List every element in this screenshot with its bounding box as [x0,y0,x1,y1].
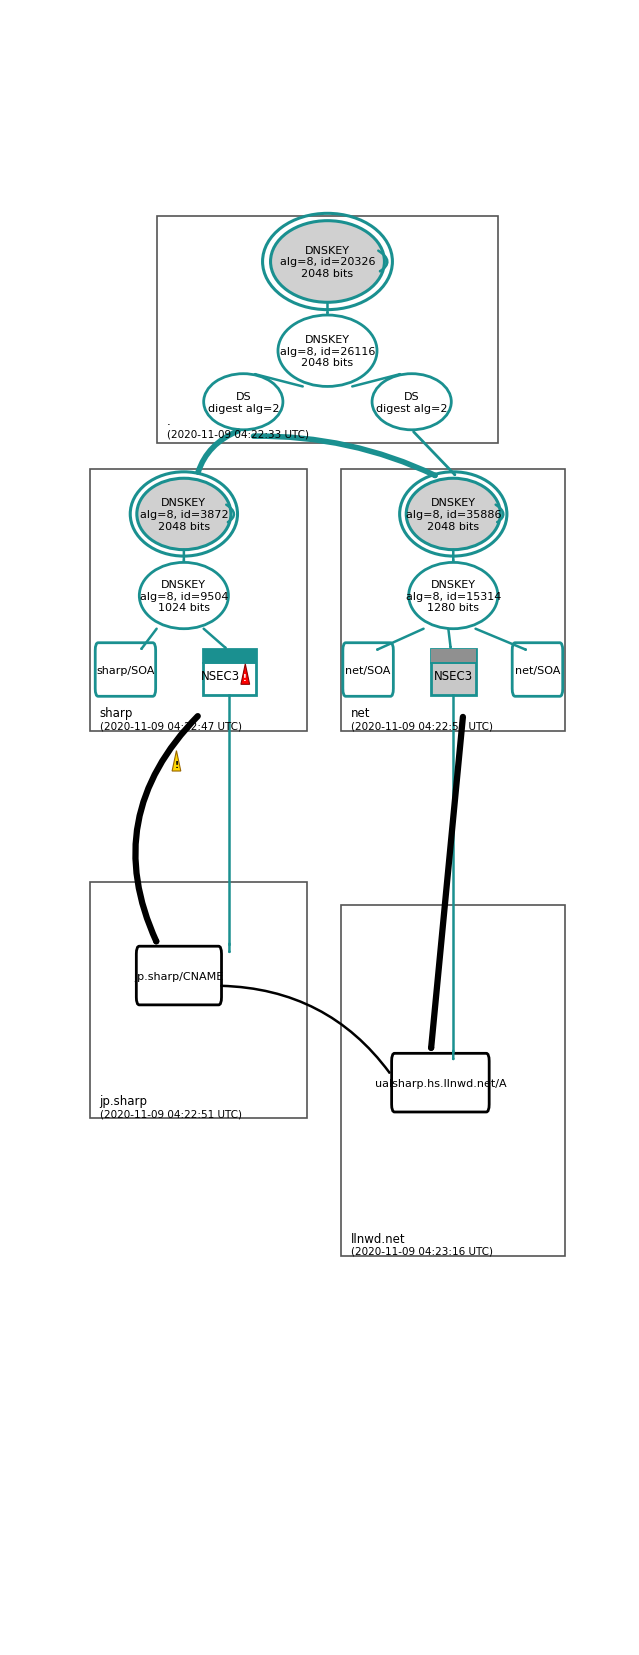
Ellipse shape [139,563,229,629]
FancyBboxPatch shape [431,650,475,664]
Text: sharp/SOA: sharp/SOA [96,665,155,675]
Text: net/SOA: net/SOA [346,665,391,675]
Text: DNSKEY
alg=8, id=3872
2048 bits: DNSKEY alg=8, id=3872 2048 bits [139,498,228,531]
FancyBboxPatch shape [431,650,475,695]
FancyArrowPatch shape [378,252,387,271]
Text: NSEC3: NSEC3 [201,670,240,684]
Text: jp.sharp: jp.sharp [100,1094,148,1107]
Ellipse shape [270,222,385,303]
FancyBboxPatch shape [341,470,566,732]
Text: (2020-11-09 04:22:33 UTC): (2020-11-09 04:22:33 UTC) [167,429,309,439]
FancyBboxPatch shape [89,470,307,732]
FancyArrowPatch shape [221,986,389,1072]
Text: DNSKEY
alg=8, id=35886
2048 bits: DNSKEY alg=8, id=35886 2048 bits [406,498,501,531]
FancyBboxPatch shape [95,644,156,697]
FancyArrowPatch shape [431,718,463,1048]
FancyBboxPatch shape [203,650,256,695]
Ellipse shape [278,316,377,387]
Text: !: ! [243,674,247,682]
Text: DNSKEY
alg=8, id=26116
2048 bits: DNSKEY alg=8, id=26116 2048 bits [280,334,375,367]
FancyBboxPatch shape [512,644,563,697]
FancyArrowPatch shape [496,505,504,523]
Ellipse shape [204,374,283,430]
FancyArrowPatch shape [135,717,198,942]
Text: (2020-11-09 04:23:16 UTC): (2020-11-09 04:23:16 UTC) [351,1246,493,1256]
FancyBboxPatch shape [89,882,307,1119]
Ellipse shape [137,478,231,551]
Polygon shape [172,751,181,771]
Ellipse shape [372,374,451,430]
Ellipse shape [406,478,500,551]
Text: (2020-11-09 04:22:53 UTC): (2020-11-09 04:22:53 UTC) [351,722,493,732]
Polygon shape [241,665,250,685]
Ellipse shape [409,563,498,629]
FancyBboxPatch shape [157,217,498,444]
Text: sharp: sharp [100,707,133,720]
Text: NSEC3: NSEC3 [434,670,473,684]
FancyArrowPatch shape [413,432,455,475]
Text: DNSKEY
alg=8, id=20326
2048 bits: DNSKEY alg=8, id=20326 2048 bits [280,245,375,280]
FancyArrowPatch shape [254,437,435,477]
Text: DNSKEY
alg=8, id=9504
1024 bits: DNSKEY alg=8, id=9504 1024 bits [140,579,228,612]
FancyBboxPatch shape [136,947,222,1005]
Text: DS
digest alg=2: DS digest alg=2 [376,392,447,414]
Text: net/SOA: net/SOA [515,665,560,675]
FancyArrowPatch shape [226,505,234,523]
FancyBboxPatch shape [343,644,394,697]
Text: !: ! [174,760,178,770]
Text: llnwd.net: llnwd.net [351,1231,406,1245]
Text: DNSKEY
alg=8, id=15314
1280 bits: DNSKEY alg=8, id=15314 1280 bits [406,579,501,612]
Text: (2020-11-09 04:22:47 UTC): (2020-11-09 04:22:47 UTC) [100,722,242,732]
Text: jp.sharp/CNAME: jp.sharp/CNAME [134,971,224,981]
FancyBboxPatch shape [203,650,256,664]
FancyArrowPatch shape [198,432,238,473]
Text: (2020-11-09 04:22:51 UTC): (2020-11-09 04:22:51 UTC) [100,1109,242,1119]
Text: net: net [351,707,371,720]
Text: .: . [167,415,170,429]
Text: ualsharp.hs.llnwd.net/A: ualsharp.hs.llnwd.net/A [374,1077,506,1087]
FancyBboxPatch shape [341,905,566,1256]
FancyBboxPatch shape [392,1054,489,1112]
Text: DS
digest alg=2: DS digest alg=2 [208,392,279,414]
